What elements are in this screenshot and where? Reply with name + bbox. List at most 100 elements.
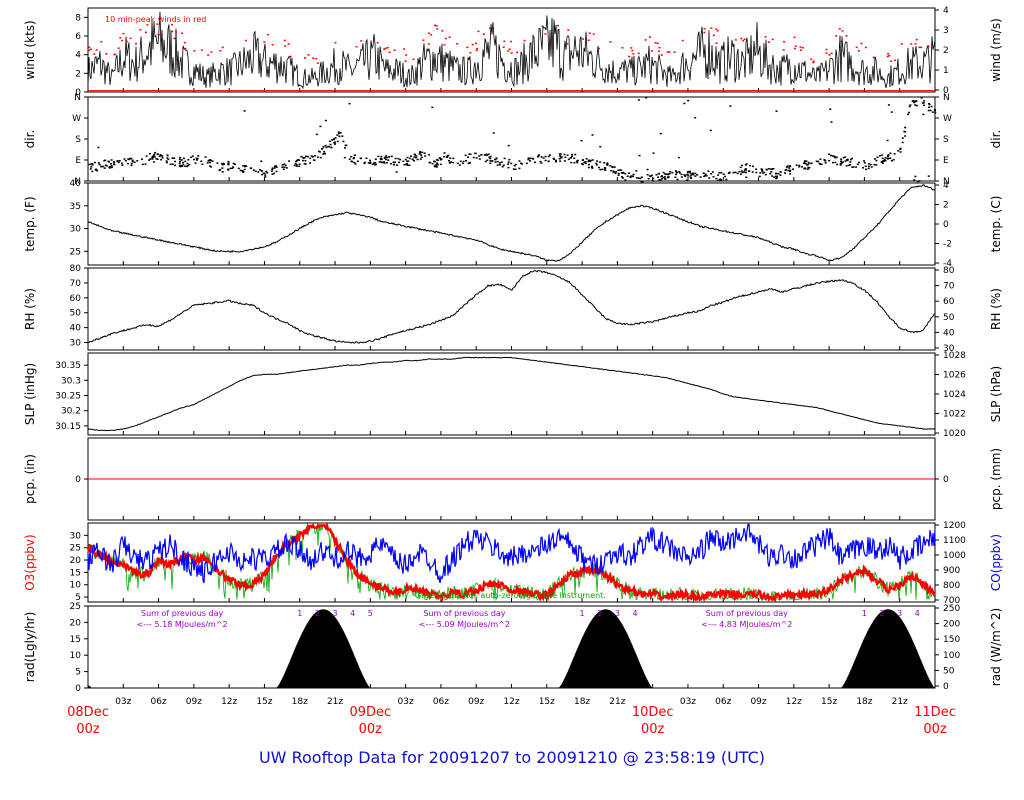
hour-tick-label: 09z xyxy=(468,697,484,707)
wind-peak-point xyxy=(88,49,91,52)
dir-point xyxy=(385,162,388,164)
wind-peak-point xyxy=(657,50,660,52)
ytick-right-label-dir: N xyxy=(943,177,950,187)
dir-point xyxy=(703,175,706,178)
wind-peak-point xyxy=(715,28,718,30)
dir-point xyxy=(156,158,159,161)
dir-point xyxy=(773,176,776,178)
ylabel-right-wind: wind (m/s) xyxy=(989,18,1003,82)
wind-peak-point xyxy=(598,47,601,50)
dir-point xyxy=(194,162,197,164)
dir-point xyxy=(439,163,442,166)
wind-peak-point xyxy=(872,56,875,59)
ytick-right-label-dir: W xyxy=(943,114,952,124)
dir-point xyxy=(323,150,326,153)
dir-point xyxy=(689,170,692,173)
dir-point xyxy=(263,172,266,175)
dir-point xyxy=(801,166,804,168)
dir-point xyxy=(231,167,234,170)
dir-point xyxy=(646,168,649,171)
dir-point xyxy=(179,160,182,163)
dir-point xyxy=(689,176,692,178)
dir-point xyxy=(888,157,891,160)
hour-tick-label: 18z xyxy=(856,697,872,707)
dir-point xyxy=(666,173,669,176)
ytick-label-dir: N xyxy=(74,93,81,103)
dir-point xyxy=(242,171,245,173)
dir-point xyxy=(762,172,765,174)
dir-point xyxy=(761,169,764,171)
wind-peak-point xyxy=(474,42,477,45)
wind-peak-point xyxy=(839,40,842,43)
dir-point xyxy=(618,169,621,171)
rad-hour-marker: 2 xyxy=(880,609,885,618)
wind-peak-point xyxy=(857,49,860,52)
hour-tick-label: 18z xyxy=(292,697,308,707)
wind-peak-point xyxy=(828,54,831,56)
rad-sum-label: Sum of previous day xyxy=(423,609,505,618)
ytick-right-label-pcp: 0 xyxy=(943,475,949,485)
dir-point xyxy=(662,171,665,174)
dir-point xyxy=(661,175,664,177)
ytick-label-temp: 30 xyxy=(70,225,82,235)
ytick-label-rh: 50 xyxy=(70,309,82,319)
o3-series xyxy=(86,521,936,604)
ytick-label-o3co: 15 xyxy=(70,568,81,578)
dir-point xyxy=(117,161,120,164)
wind-peak-point xyxy=(888,54,891,57)
wind-peak-point xyxy=(263,41,266,43)
dir-point xyxy=(243,168,246,171)
hour-tick-label: 21z xyxy=(892,697,908,707)
dir-point xyxy=(343,156,346,159)
dir-point xyxy=(500,161,503,163)
ylabel-right-rad: rad (W/m^2) xyxy=(989,608,1003,686)
dir-point xyxy=(830,121,833,123)
wind-peak-point xyxy=(89,48,92,51)
wind-peak-point xyxy=(516,51,519,54)
dir-point xyxy=(718,172,721,174)
dir-point xyxy=(227,160,230,163)
dir-point xyxy=(334,143,337,145)
dir-point xyxy=(803,161,806,163)
ytick-right-label-rad: 0 xyxy=(943,682,949,692)
hour-tick-label: 12z xyxy=(221,697,237,707)
dir-point xyxy=(152,154,155,157)
ytick-right-label-wind: 1 xyxy=(943,66,949,76)
dir-point xyxy=(751,171,754,173)
dir-point xyxy=(529,157,532,160)
dir-point xyxy=(304,163,307,165)
dir-point xyxy=(667,175,670,178)
dir-point xyxy=(784,169,787,172)
dir-point xyxy=(304,160,307,162)
dir-point xyxy=(507,144,510,147)
ytick-right-label-o3co: 1200 xyxy=(943,521,966,531)
dir-point xyxy=(178,158,181,161)
dir-point xyxy=(303,163,306,165)
dir-point xyxy=(744,168,747,170)
dir-point xyxy=(171,157,174,159)
dir-point xyxy=(908,105,911,108)
dir-point xyxy=(413,156,416,158)
dir-point xyxy=(611,166,614,168)
dir-point xyxy=(281,166,284,168)
ytick-label-wind: 8 xyxy=(75,13,81,23)
dir-point xyxy=(120,162,123,165)
dir-point xyxy=(558,153,561,155)
dir-point xyxy=(507,163,510,165)
dir-point xyxy=(640,176,643,178)
ytick-right-label-rad: 250 xyxy=(943,604,960,614)
dir-point xyxy=(840,158,843,160)
dir-point xyxy=(736,172,739,175)
dir-point xyxy=(537,156,540,158)
dir-point xyxy=(641,180,644,183)
dir-point xyxy=(356,160,359,163)
dir-point xyxy=(296,159,299,161)
dir-point xyxy=(849,161,852,163)
wind-peak-point xyxy=(588,32,591,35)
dir-point xyxy=(348,102,351,105)
dir-point xyxy=(227,162,230,164)
dir-point xyxy=(363,161,366,164)
wind-peak-point xyxy=(801,46,804,49)
dir-point xyxy=(920,97,923,99)
dir-point xyxy=(311,156,314,158)
